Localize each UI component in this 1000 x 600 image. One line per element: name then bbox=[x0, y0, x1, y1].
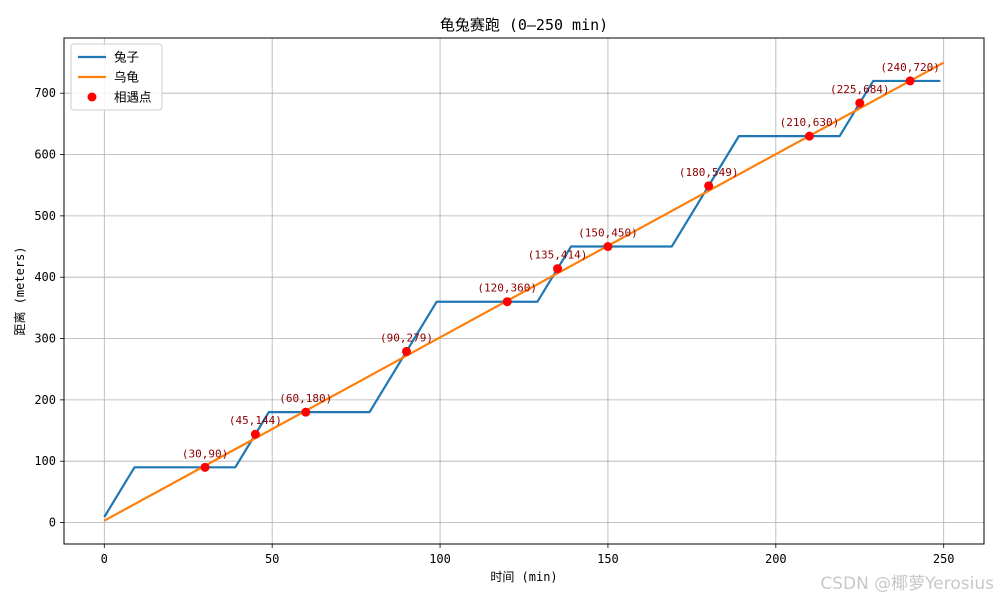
plot-frame bbox=[63, 37, 985, 545]
legend-label: 乌龟 bbox=[114, 70, 139, 85]
meeting-points: (30,90) (45,144) (60,180) (90,279) (120,360)… bbox=[182, 61, 940, 472]
meeting-point bbox=[553, 264, 563, 274]
x-tick-label: 200 bbox=[765, 552, 787, 566]
y-tick-label: 500 bbox=[34, 209, 56, 223]
x-tick-label: 50 bbox=[265, 552, 279, 566]
meeting-point bbox=[401, 346, 411, 356]
meeting-point-label: (150,450) bbox=[578, 227, 638, 240]
series-line-rabbit bbox=[103, 79, 941, 518]
meeting-point bbox=[704, 181, 714, 191]
meeting-point-label: (120,360) bbox=[477, 282, 537, 295]
x-axis-title: 时间 (min) bbox=[490, 570, 557, 584]
meeting-point bbox=[804, 131, 814, 141]
y-axis-title: 距离 (meters) bbox=[12, 246, 27, 335]
meeting-point-label: (210,630) bbox=[780, 116, 840, 129]
meeting-point-label: (60,180) bbox=[279, 392, 332, 405]
meeting-point bbox=[200, 462, 210, 472]
axis-ticks: 0 50 100 150 200 250 0 100 200 300 400 500 600 700 bbox=[34, 86, 954, 566]
x-tick-label: 0 bbox=[101, 552, 108, 566]
y-tick-label: 100 bbox=[34, 454, 56, 468]
chart-title: 龟兔赛跑 (0–250 min) bbox=[440, 16, 608, 34]
meeting-point-label: (45,144) bbox=[229, 414, 282, 427]
grid bbox=[64, 38, 984, 544]
y-tick-label: 400 bbox=[34, 270, 56, 284]
meeting-point-label: (135,414) bbox=[528, 249, 588, 262]
meeting-point bbox=[905, 76, 915, 86]
y-tick-label: 0 bbox=[49, 516, 56, 530]
y-tick-label: 600 bbox=[34, 148, 56, 162]
meeting-point bbox=[502, 297, 512, 307]
x-tick-label: 150 bbox=[597, 552, 619, 566]
watermark: CSDN @椰萝Yerosius bbox=[820, 574, 994, 594]
y-tick-label: 200 bbox=[34, 393, 56, 407]
meeting-point-label: (240,720) bbox=[880, 61, 940, 74]
meeting-point bbox=[250, 429, 260, 439]
y-tick-label: 300 bbox=[34, 332, 56, 346]
y-tick-label: 700 bbox=[34, 86, 56, 100]
series-layer bbox=[103, 61, 945, 522]
meeting-point bbox=[603, 242, 613, 252]
meeting-point bbox=[301, 407, 311, 417]
x-tick-label: 100 bbox=[429, 552, 451, 566]
series-line-tortoise bbox=[103, 61, 945, 522]
meeting-point-label: (225,684) bbox=[830, 83, 890, 96]
legend-swatch bbox=[87, 92, 97, 102]
meeting-point bbox=[855, 98, 865, 108]
x-tick-label: 250 bbox=[933, 552, 955, 566]
meeting-point-label: (90,279) bbox=[380, 331, 433, 344]
meeting-point-label: (30,90) bbox=[182, 447, 228, 460]
legend-label: 兔子 bbox=[114, 50, 139, 65]
meeting-point-label: (180,549) bbox=[679, 166, 739, 179]
legend-label: 相遇点 bbox=[114, 90, 152, 105]
